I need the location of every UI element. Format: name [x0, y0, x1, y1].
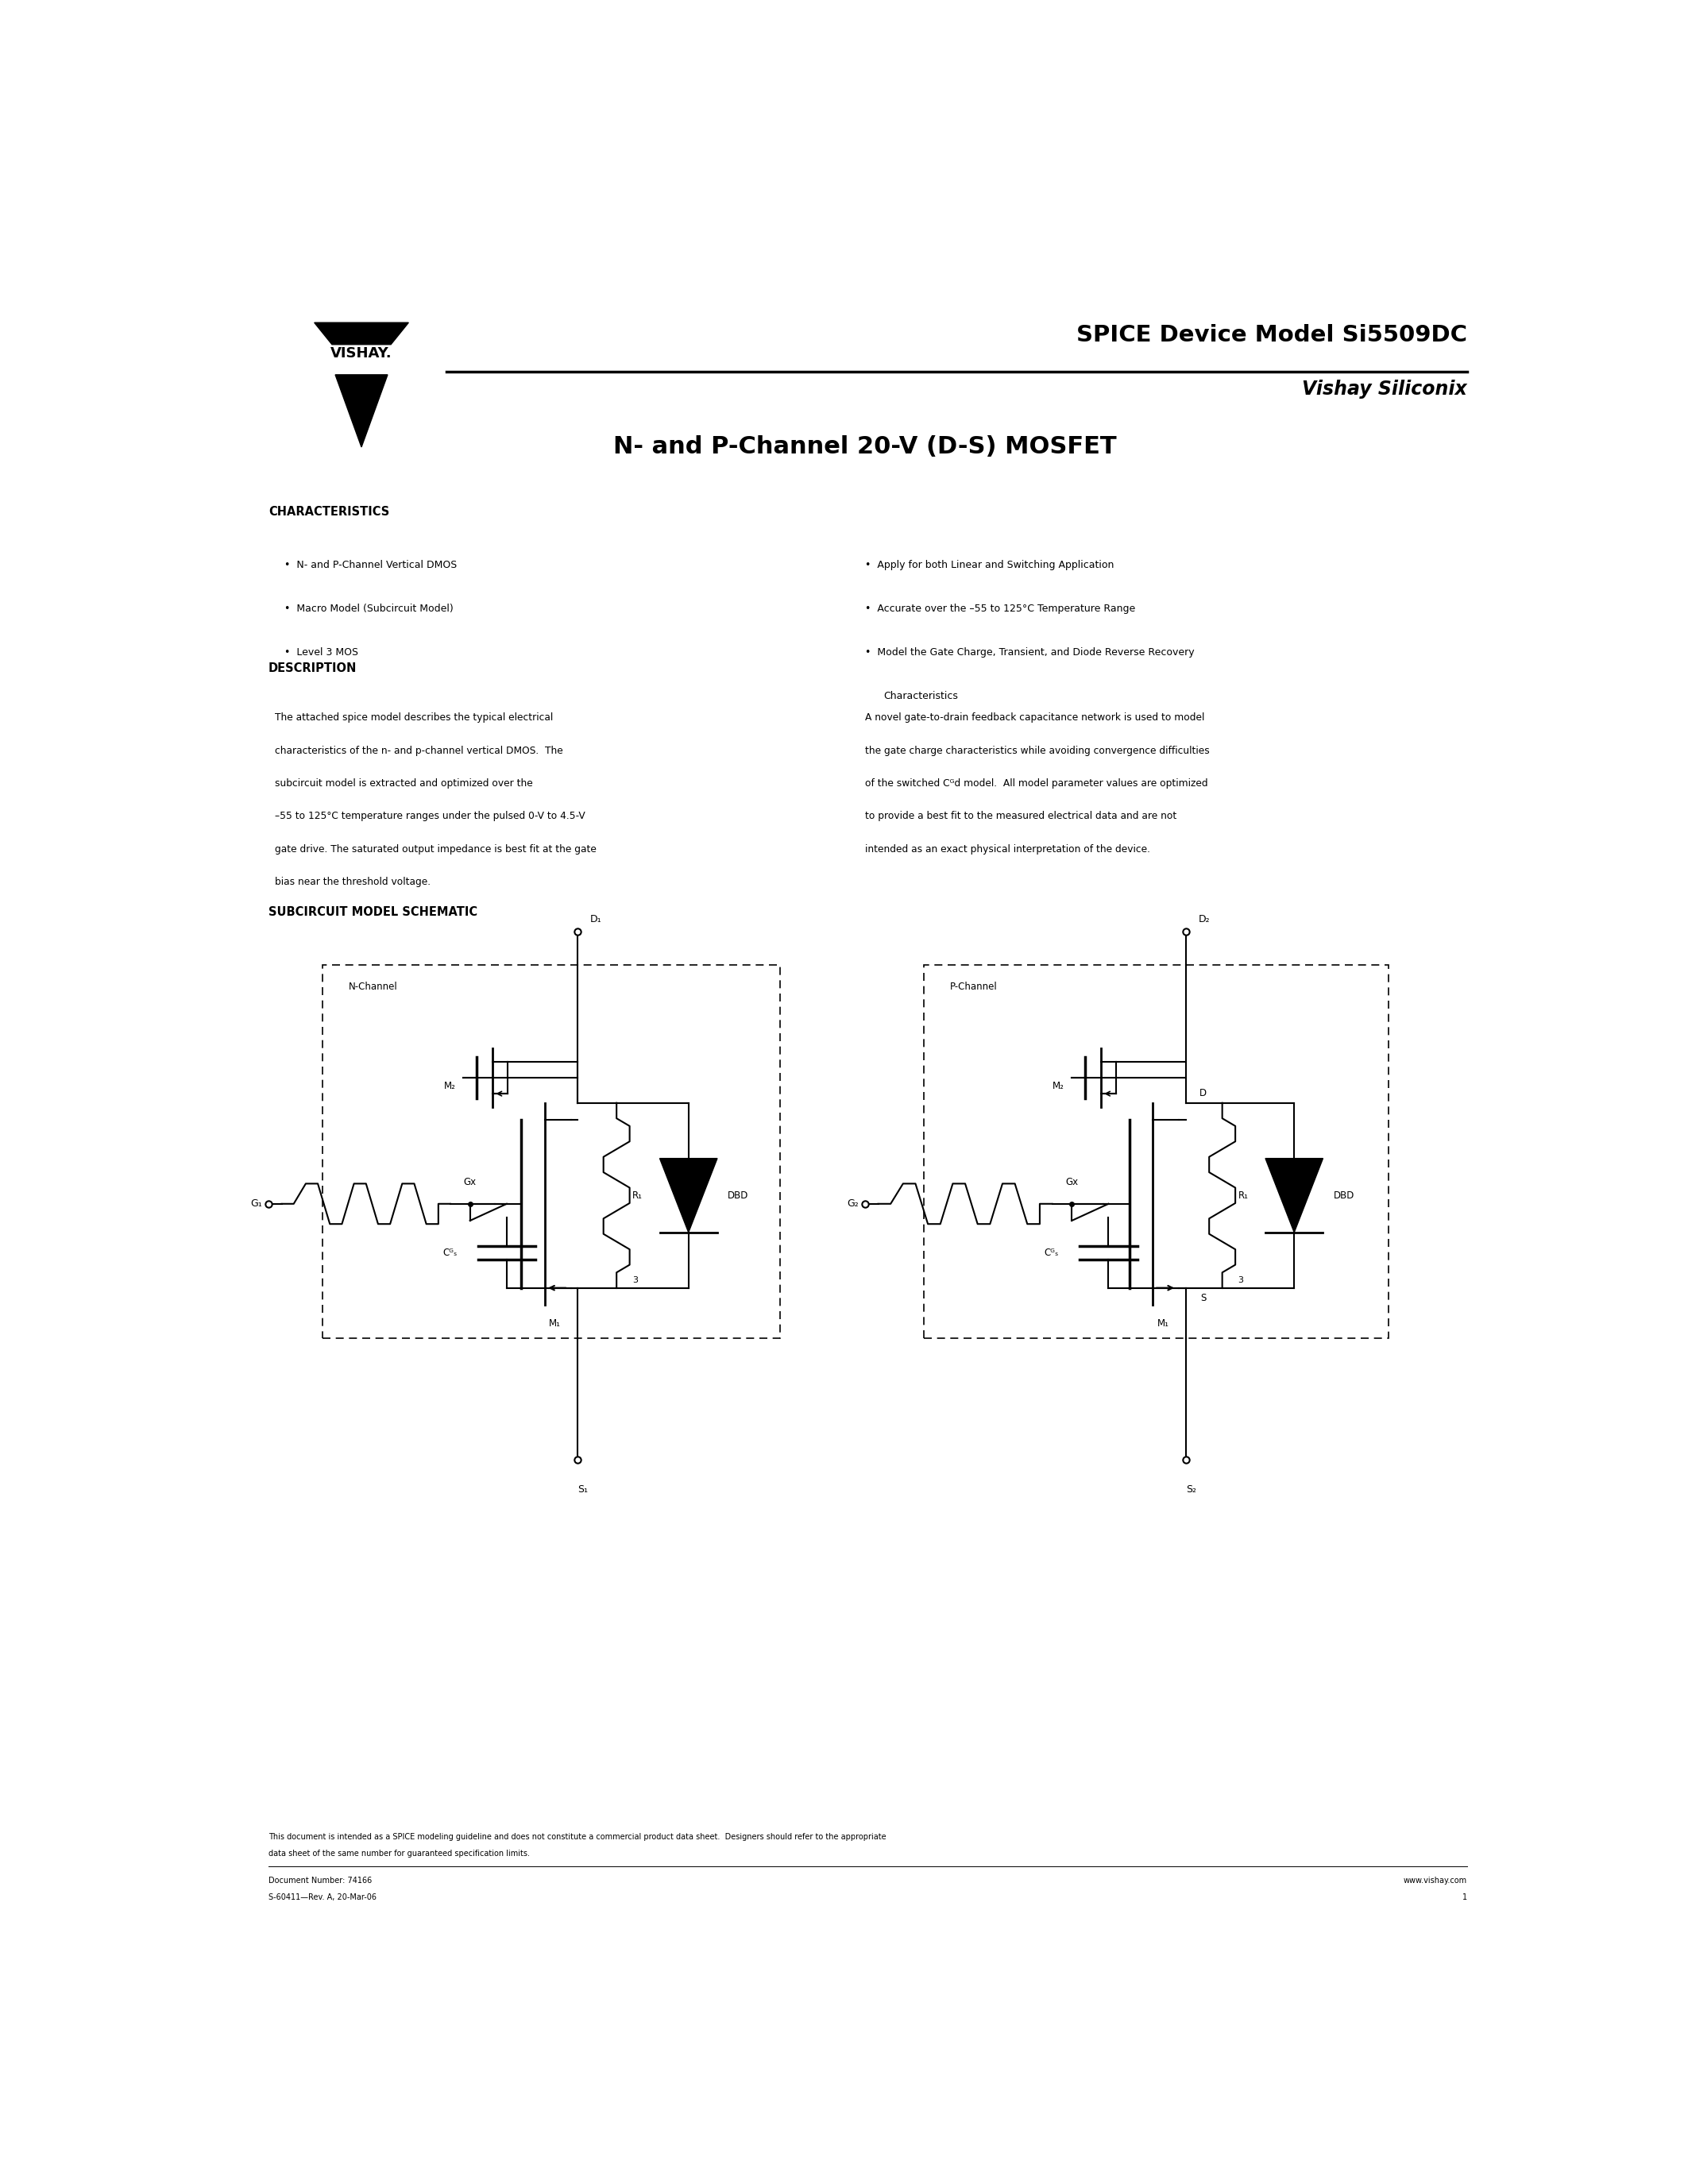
- Text: 1: 1: [1462, 1894, 1467, 1902]
- Text: Vishay Siliconix: Vishay Siliconix: [1301, 380, 1467, 400]
- Polygon shape: [1266, 1158, 1323, 1232]
- Text: S₁: S₁: [577, 1485, 587, 1496]
- Text: S: S: [1200, 1293, 1207, 1304]
- Text: G₁: G₁: [250, 1199, 262, 1210]
- Text: DBD: DBD: [728, 1190, 749, 1201]
- Text: to provide a best fit to the measured electrical data and are not: to provide a best fit to the measured el…: [866, 810, 1177, 821]
- Text: 3: 3: [633, 1278, 638, 1284]
- Text: D₂: D₂: [1198, 915, 1210, 924]
- Text: gate drive. The saturated output impedance is best fit at the gate: gate drive. The saturated output impedan…: [275, 843, 598, 854]
- Text: data sheet of the same number for guaranteed specification limits.: data sheet of the same number for guaran…: [268, 1850, 530, 1859]
- Text: DESCRIPTION: DESCRIPTION: [268, 662, 358, 675]
- Text: M₁: M₁: [549, 1319, 560, 1328]
- Text: N- and P-Channel 20-V (D-S) MOSFET: N- and P-Channel 20-V (D-S) MOSFET: [613, 435, 1117, 459]
- Text: •  Apply for both Linear and Switching Application: • Apply for both Linear and Switching Ap…: [866, 559, 1114, 570]
- Text: P-Channel: P-Channel: [950, 983, 998, 992]
- Text: Cᴳₛ: Cᴳₛ: [1045, 1247, 1058, 1258]
- Text: N-Channel: N-Channel: [348, 983, 397, 992]
- Text: of the switched Cᴳd model.  All model parameter values are optimized: of the switched Cᴳd model. All model par…: [866, 778, 1209, 788]
- Text: R₁: R₁: [633, 1190, 643, 1201]
- Text: Document Number: 74166: Document Number: 74166: [268, 1876, 371, 1885]
- Text: •  Macro Model (Subcircuit Model): • Macro Model (Subcircuit Model): [284, 603, 454, 614]
- Text: characteristics of the n- and p-channel vertical DMOS.  The: characteristics of the n- and p-channel …: [275, 745, 564, 756]
- Text: M₁: M₁: [1158, 1319, 1170, 1328]
- Text: D: D: [1198, 1088, 1207, 1099]
- Text: •  Accurate over the –55 to 125°C Temperature Range: • Accurate over the –55 to 125°C Tempera…: [866, 603, 1136, 614]
- Text: •  Level 3 MOS: • Level 3 MOS: [284, 646, 358, 657]
- Text: intended as an exact physical interpretation of the device.: intended as an exact physical interpreta…: [866, 843, 1150, 854]
- Text: DBD: DBD: [1334, 1190, 1354, 1201]
- Text: •  Model the Gate Charge, Transient, and Diode Reverse Recovery: • Model the Gate Charge, Transient, and …: [866, 646, 1195, 657]
- Text: SPICE Device Model Si5509DC: SPICE Device Model Si5509DC: [1075, 323, 1467, 347]
- Text: Cᴳₛ: Cᴳₛ: [442, 1247, 457, 1258]
- Text: S₂: S₂: [1185, 1485, 1197, 1496]
- Text: A novel gate-to-drain feedback capacitance network is used to model: A novel gate-to-drain feedback capacitan…: [866, 712, 1205, 723]
- Text: VISHAY.: VISHAY.: [331, 347, 392, 360]
- Polygon shape: [660, 1158, 717, 1232]
- Text: D₁: D₁: [591, 915, 603, 924]
- Bar: [322, 965, 780, 1339]
- Text: R₁: R₁: [1237, 1190, 1247, 1201]
- Text: Gx: Gx: [1065, 1177, 1079, 1188]
- Text: subcircuit model is extracted and optimized over the: subcircuit model is extracted and optimi…: [275, 778, 533, 788]
- Text: This document is intended as a SPICE modeling guideline and does not constitute : This document is intended as a SPICE mod…: [268, 1832, 886, 1841]
- Polygon shape: [336, 376, 388, 448]
- Text: The attached spice model describes the typical electrical: The attached spice model describes the t…: [275, 712, 554, 723]
- Text: M₂: M₂: [444, 1081, 456, 1092]
- Bar: [923, 965, 1388, 1339]
- Text: the gate charge characteristics while avoiding convergence difficulties: the gate charge characteristics while av…: [866, 745, 1210, 756]
- Text: G₂: G₂: [847, 1199, 859, 1210]
- Text: Characteristics: Characteristics: [883, 690, 959, 701]
- Text: M₂: M₂: [1052, 1081, 1063, 1092]
- Text: CHARACTERISTICS: CHARACTERISTICS: [268, 507, 390, 518]
- Text: Gx: Gx: [464, 1177, 476, 1188]
- Text: www.vishay.com: www.vishay.com: [1403, 1876, 1467, 1885]
- Text: 3: 3: [1237, 1278, 1244, 1284]
- Polygon shape: [314, 323, 408, 345]
- Text: –55 to 125°C temperature ranges under the pulsed 0-V to 4.5-V: –55 to 125°C temperature ranges under th…: [275, 810, 586, 821]
- Text: SUBCIRCUIT MODEL SCHEMATIC: SUBCIRCUIT MODEL SCHEMATIC: [268, 906, 478, 917]
- Text: bias near the threshold voltage.: bias near the threshold voltage.: [275, 876, 430, 887]
- Text: •  N- and P-Channel Vertical DMOS: • N- and P-Channel Vertical DMOS: [284, 559, 457, 570]
- Text: S-60411—Rev. A, 20-Mar-06: S-60411—Rev. A, 20-Mar-06: [268, 1894, 376, 1902]
